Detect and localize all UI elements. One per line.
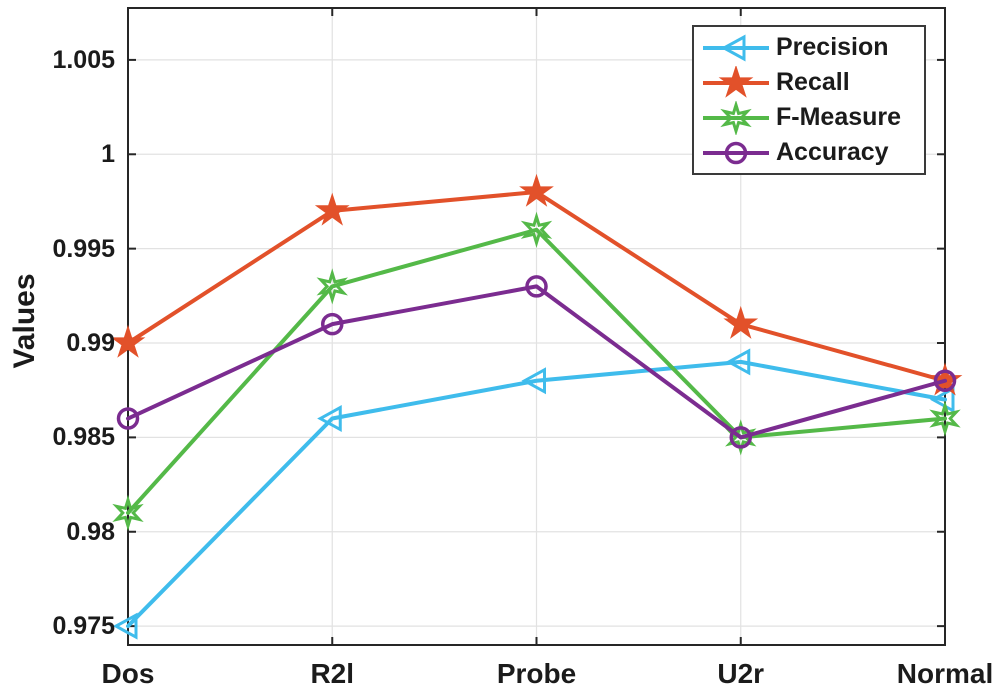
legend-marker-glyph-recall	[718, 65, 754, 98]
legend-item-f-measure: F-Measure	[698, 100, 924, 135]
series-line-precision	[126, 359, 947, 629]
x-tick-label-r2l: R2l	[310, 658, 355, 689]
marker-recall	[314, 192, 350, 226]
marker-f-measure	[112, 494, 144, 532]
marker-accuracy	[116, 407, 140, 430]
series-line-f-measure	[126, 227, 947, 515]
y-tick-label: 0.975	[52, 612, 115, 641]
y-tick-label: 1.005	[52, 45, 115, 74]
x-tick-label-normal: Normal	[896, 658, 994, 689]
y-tick-label: 0.98	[66, 517, 115, 546]
y-tick-label: 0.985	[52, 423, 115, 452]
legend-marker-recall	[703, 65, 769, 98]
marker-f-measure	[520, 211, 553, 248]
series-line-accuracy	[126, 284, 947, 440]
marker-accuracy	[933, 369, 957, 393]
legend-marker-f-measure	[703, 100, 769, 135]
marker-recall	[519, 173, 554, 207]
legend-item-accuracy: Accuracy	[698, 135, 924, 170]
series-accuracy	[116, 275, 957, 449]
series-precision	[112, 348, 955, 640]
legend-marker-precision	[703, 33, 769, 62]
y-axis-title: Values	[8, 273, 41, 369]
legend-label: Recall	[776, 68, 850, 96]
marker-accuracy	[729, 426, 752, 449]
legend-label: Accuracy	[776, 138, 889, 166]
legend-marker-glyph-f-measure	[720, 100, 752, 135]
marker-precision	[929, 386, 955, 414]
marker-precision	[725, 348, 751, 376]
marker-accuracy	[321, 312, 344, 336]
marker-precision	[112, 612, 138, 640]
x-tick-label-dos: Dos	[101, 658, 155, 689]
marker-recall	[110, 324, 146, 358]
x-tick-label-u2r: U2r	[717, 658, 765, 689]
marker-precision	[317, 404, 342, 433]
legend-label: F-Measure	[776, 103, 902, 131]
legend-label: Precision	[776, 33, 889, 61]
x-tick-label-probe: Probe	[496, 658, 577, 689]
marker-recall	[723, 305, 759, 339]
legend-marker-glyph-accuracy	[724, 141, 748, 164]
y-tick-label: 0.995	[52, 234, 115, 263]
marker-f-measure	[929, 400, 961, 437]
legend-marker-glyph-precision	[720, 33, 746, 62]
legend-marker-accuracy	[703, 141, 769, 164]
marker-f-measure	[316, 268, 348, 305]
marker-precision	[521, 367, 546, 395]
y-tick-label: 0.99	[66, 329, 115, 357]
legend-item-precision: Precision	[698, 30, 924, 65]
legend-item-recall: Recall	[698, 65, 924, 100]
marker-accuracy	[525, 275, 548, 298]
y-tick-label: 1	[101, 140, 115, 169]
legend: Precision Recall F-Measure Accuracy	[692, 25, 926, 175]
